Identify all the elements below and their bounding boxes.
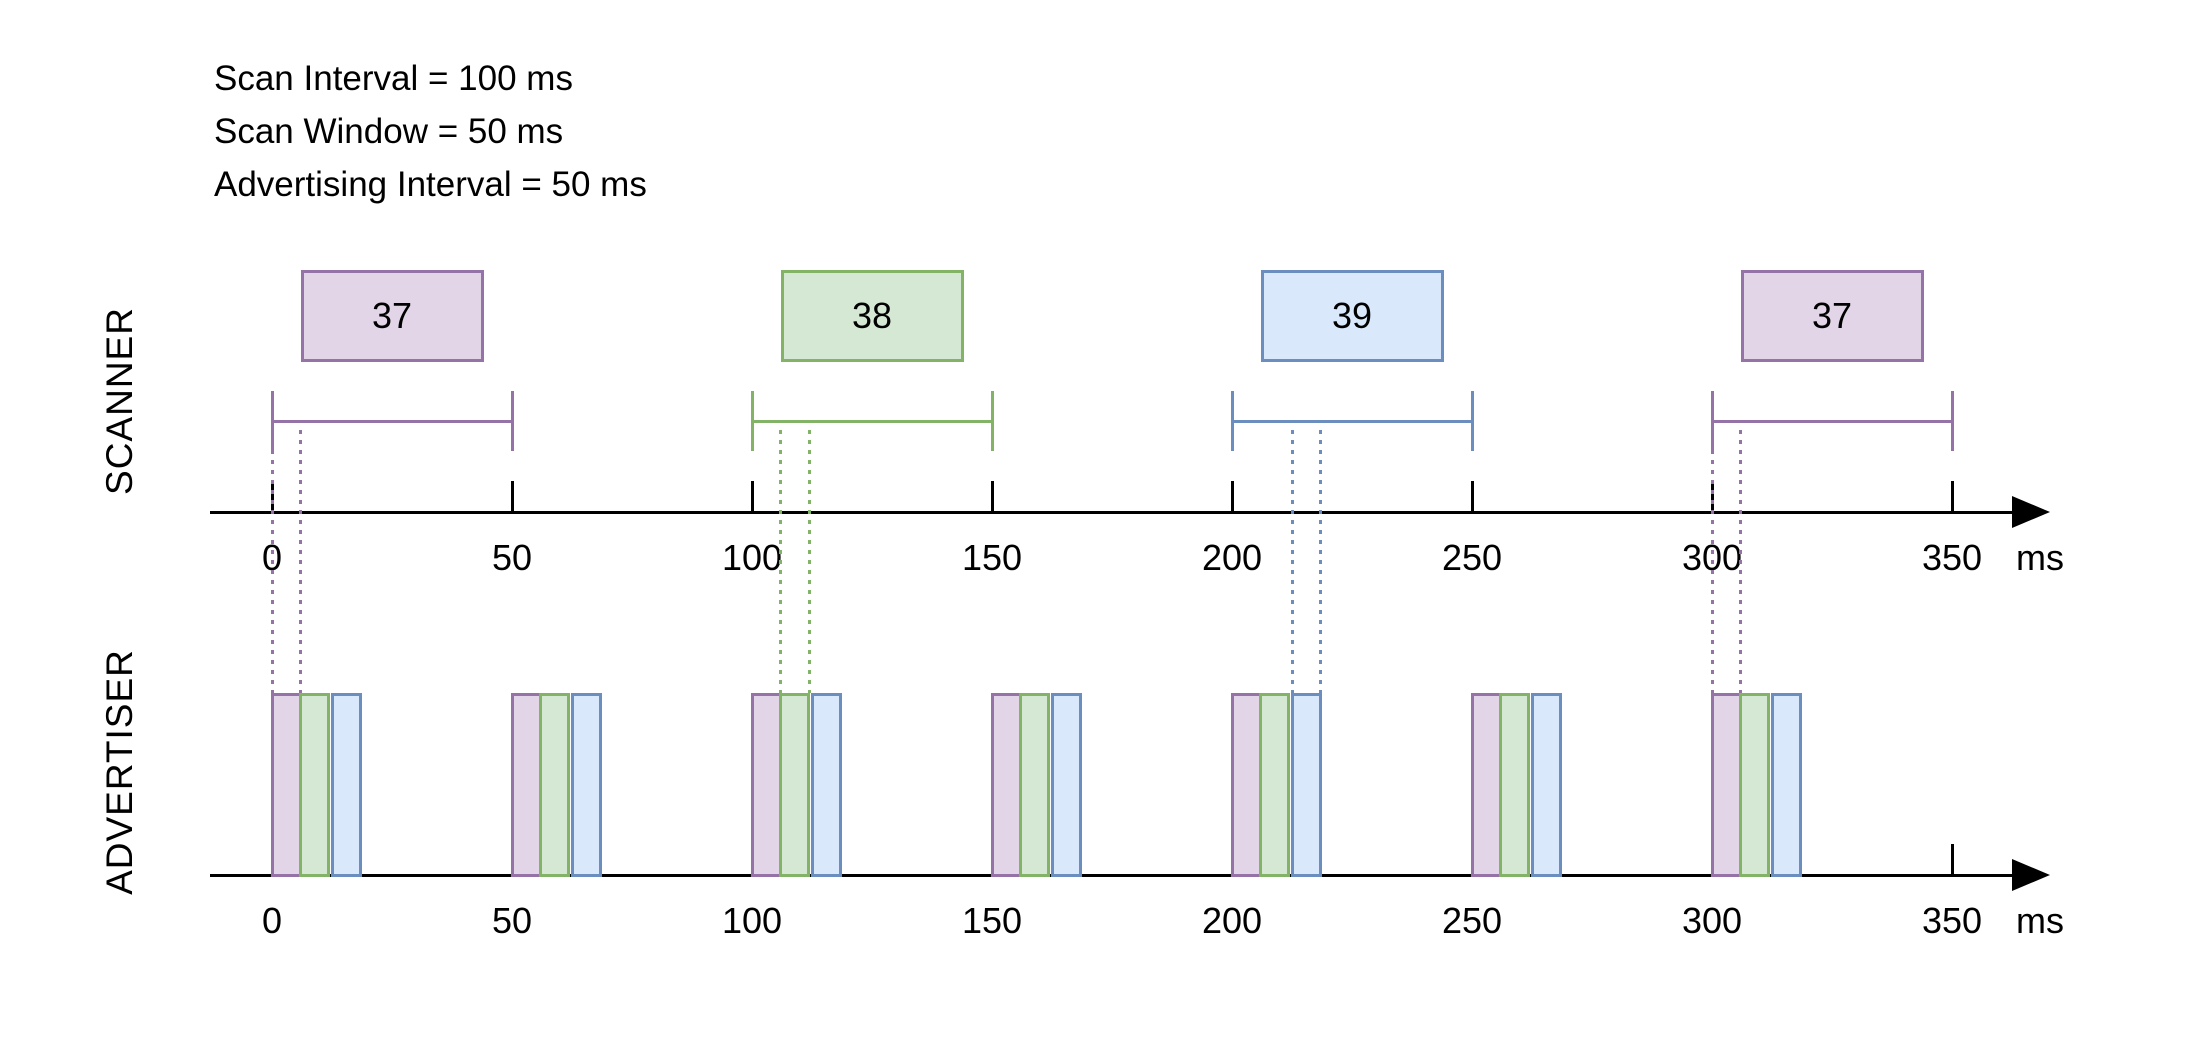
scan-window-extent-cap <box>1470 391 1474 451</box>
adv-packet-ch39 <box>1530 693 1562 877</box>
scan-channel-box-ch38: 38 <box>780 270 964 362</box>
scan-window-extent-cap <box>1230 391 1234 451</box>
adv-packet-ch39 <box>1770 693 1802 877</box>
sync-line <box>1319 430 1323 693</box>
advertiser-axis-tick-label: 250 <box>1441 900 1503 941</box>
scan-window-extent-line <box>272 420 512 423</box>
scanner-axis-tick-label: 250 <box>1441 537 1503 578</box>
adv-packet-ch39 <box>330 693 362 877</box>
sync-line <box>1739 430 1743 693</box>
parameters-block: Scan Interval = 100 ms Scan Window = 50 … <box>214 52 647 211</box>
scan-window-extent-cap <box>510 391 514 451</box>
advertiser-axis-tick-label: 150 <box>961 900 1023 941</box>
adv-packet-ch38 <box>1019 693 1051 877</box>
scanner-lane-label: SCANNER <box>99 307 140 495</box>
scan-channel-box-ch37: 37 <box>300 270 484 362</box>
scanner-axis-unit-label: ms <box>2016 537 2064 578</box>
adv-packet-ch37 <box>1710 693 1742 877</box>
adv-packet-ch39 <box>810 693 842 877</box>
scanner-axis-tick <box>1470 481 1474 511</box>
adv-packet-ch39 <box>1050 693 1082 877</box>
advertising-interval-text: Advertising Interval = 50 ms <box>214 165 647 204</box>
scanner-axis-tick-label: 350 <box>1921 537 1983 578</box>
adv-packet-ch38 <box>299 693 331 877</box>
scan-window-extent-line <box>752 420 992 423</box>
adv-packet-ch38 <box>1739 693 1771 877</box>
scanner-axis-tick <box>1950 481 1954 511</box>
scanner-axis-tick-label: 50 <box>491 537 533 578</box>
scan-channel-box-ch39: 39 <box>1260 270 1444 362</box>
advertiser-axis-tick-label: 100 <box>721 900 783 941</box>
scanner-axis-tick <box>750 481 754 511</box>
scanner-axis-tick-label: 200 <box>1201 537 1263 578</box>
sync-line <box>1290 430 1294 693</box>
adv-packet-ch38 <box>1499 693 1531 877</box>
scan-window-extent-line <box>1712 420 1952 423</box>
adv-packet-ch38 <box>779 693 811 877</box>
scan-channel-box-ch37: 37 <box>1740 270 1924 362</box>
scan-window-extent-cap <box>990 391 994 451</box>
sync-line <box>270 430 274 693</box>
advertiser-axis-tick <box>1950 844 1954 874</box>
scanner-axis-tick <box>1230 481 1234 511</box>
advertiser-axis-tick-label: 50 <box>491 900 533 941</box>
scanner-axis-tick <box>510 481 514 511</box>
advertiser-axis-unit-label: ms <box>2016 900 2064 941</box>
advertiser-axis-tick-label: 0 <box>261 900 283 941</box>
scan-window-text: Scan Window = 50 ms <box>214 112 564 151</box>
scan-window-extent-cap <box>1950 391 1954 451</box>
advertiser-axis-tick-label: 300 <box>1681 900 1743 941</box>
advertiser-axis-line <box>210 874 2014 877</box>
sync-line <box>299 430 303 693</box>
adv-packet-ch38 <box>1259 693 1291 877</box>
scan-window-extent-line <box>1232 420 1472 423</box>
advertiser-axis-tick-label: 350 <box>1921 900 1983 941</box>
scanner-axis-tick <box>990 481 994 511</box>
scan-window-extent-cap <box>270 391 274 451</box>
scanner-axis-arrowhead <box>2012 496 2050 528</box>
advertiser-lane-label: ADVERTISER <box>99 649 140 895</box>
adv-packet-ch37 <box>750 693 782 877</box>
sync-line <box>779 430 783 693</box>
adv-packet-ch37 <box>1230 693 1262 877</box>
scan-window-extent-cap <box>1710 391 1714 451</box>
scan-interval-text: Scan Interval = 100 ms <box>214 59 573 98</box>
scan-window-extent-cap <box>750 391 754 451</box>
scanner-axis-tick-label: 100 <box>721 537 783 578</box>
adv-packet-ch37 <box>510 693 542 877</box>
scanner-axis-tick-label: 150 <box>961 537 1023 578</box>
adv-packet-ch37 <box>990 693 1022 877</box>
adv-packet-ch38 <box>539 693 571 877</box>
advertiser-axis-tick-label: 200 <box>1201 900 1263 941</box>
adv-packet-ch39 <box>570 693 602 877</box>
scanner-axis-line <box>210 511 2014 514</box>
adv-packet-ch37 <box>1470 693 1502 877</box>
sync-line <box>808 430 812 693</box>
advertiser-axis-arrowhead <box>2012 859 2050 891</box>
sync-line <box>1710 430 1714 693</box>
adv-packet-ch39 <box>1290 693 1322 877</box>
adv-packet-ch37 <box>270 693 302 877</box>
